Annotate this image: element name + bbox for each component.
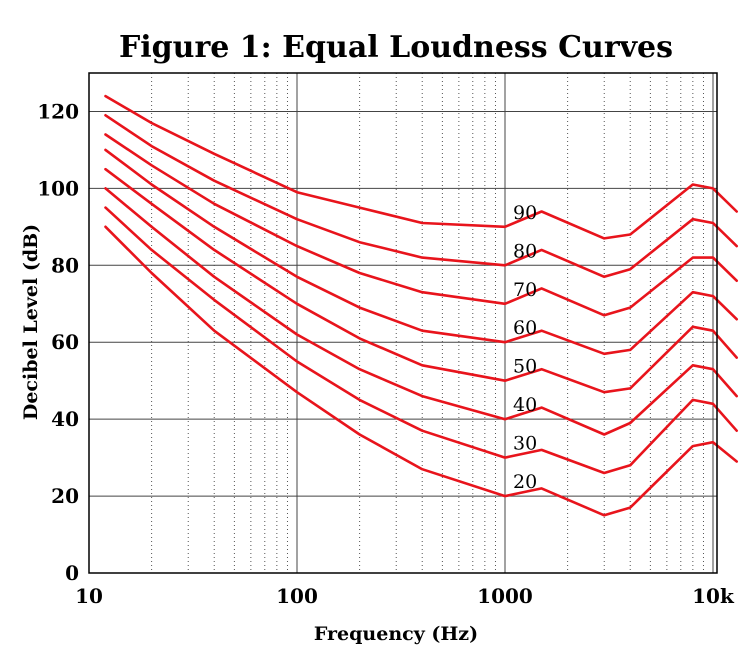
- loudness-curve-20: [104, 225, 739, 517]
- loudness-curve-60: [104, 148, 739, 356]
- curve-label-20: 20: [513, 471, 537, 493]
- x-axis-label: Frequency (Hz): [314, 623, 478, 645]
- x-tick-label: 1000: [477, 584, 533, 608]
- curve-label-40: 40: [513, 394, 537, 416]
- loudness-curve-50: [104, 167, 739, 394]
- loudness-curve-70: [104, 133, 739, 317]
- x-tick-label: 10: [75, 584, 103, 608]
- y-tick-label: 80: [51, 253, 79, 277]
- curve-label-60: 60: [513, 317, 537, 339]
- y-tick-label: 100: [37, 176, 79, 200]
- y-tick-label: 60: [51, 330, 79, 354]
- chart-title: Figure 1: Equal Loudness Curves: [119, 30, 673, 65]
- x-tick-label: 10k: [692, 584, 735, 608]
- loudness-curve-90: [104, 94, 739, 240]
- curves: [104, 94, 739, 517]
- y-axis-label: Decibel Level (dB): [20, 224, 42, 420]
- tick-labels: 10 100 1000 10k 0 20 40 60 80 100 120: [37, 99, 735, 608]
- plot-frame: [88, 72, 718, 574]
- y-tick-label: 0: [65, 561, 79, 585]
- curve-labels: 90 80 70 60 50 40 30 20: [513, 202, 537, 493]
- loudness-curve-80: [104, 114, 739, 279]
- y-tick-label: 20: [51, 484, 79, 508]
- curve-label-50: 50: [513, 356, 537, 378]
- loudness-curve-40: [104, 187, 739, 436]
- x-tick-label: 100: [276, 584, 318, 608]
- curve-label-90: 90: [513, 202, 537, 224]
- curve-label-70: 70: [513, 279, 537, 301]
- loudness-curve-30: [104, 206, 739, 475]
- curve-label-80: 80: [513, 240, 537, 262]
- y-tick-label: 40: [51, 407, 79, 431]
- y-tick-label: 120: [37, 99, 79, 123]
- curve-label-30: 30: [513, 433, 537, 455]
